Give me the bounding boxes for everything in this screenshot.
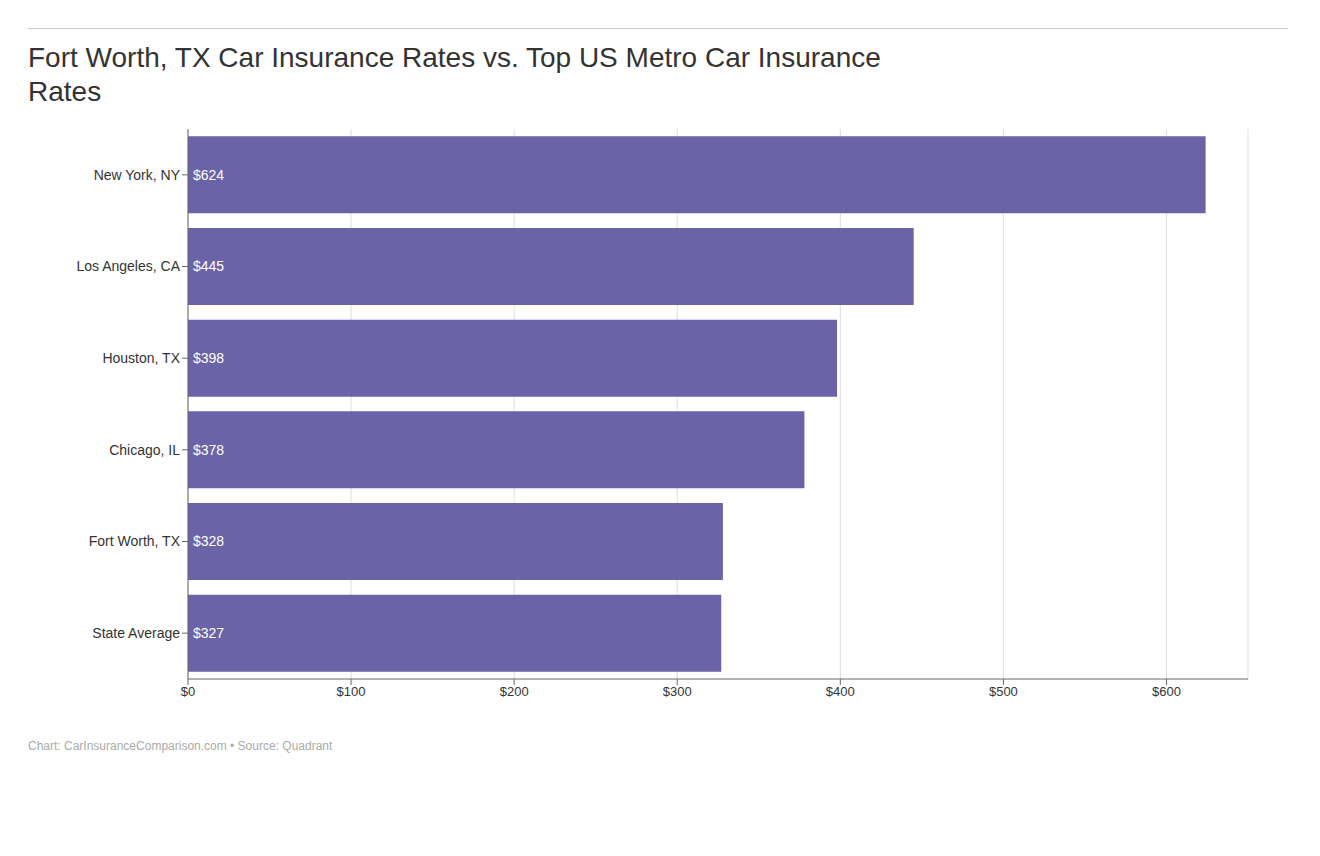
svg-text:$378: $378 bbox=[193, 442, 224, 458]
html-text:Fort Worth, TX Car Insurance R: Fort Worth, TX Car Insurance Rates vs. T… bbox=[28, 42, 881, 73]
svg-text:$398: $398 bbox=[193, 350, 224, 366]
svg-text:Los Angeles, CA: Los Angeles, CA bbox=[76, 258, 180, 274]
svg-text:$445: $445 bbox=[193, 258, 224, 274]
svg-text:State Average: State Average bbox=[92, 625, 180, 641]
svg-text:$500: $500 bbox=[989, 684, 1018, 699]
html-text:Rates: Rates bbox=[28, 76, 102, 107]
svg-text:$624: $624 bbox=[193, 167, 224, 183]
svg-text:New York, NY: New York, NY bbox=[94, 167, 181, 183]
svg-text:$0: $0 bbox=[181, 684, 195, 699]
svg-text:$600: $600 bbox=[1152, 684, 1181, 699]
svg-text:$400: $400 bbox=[826, 684, 855, 699]
svg-text:$100: $100 bbox=[337, 684, 366, 699]
svg-text:Fort Worth, TX: Fort Worth, TX bbox=[89, 533, 181, 549]
svg-text:$300: $300 bbox=[663, 684, 692, 699]
html-text:Chart: CarInsuranceComparison.: Chart: CarInsuranceComparison.com • Sour… bbox=[28, 739, 333, 753]
svg-text:Houston, TX: Houston, TX bbox=[102, 350, 180, 366]
svg-text:$327: $327 bbox=[193, 625, 224, 641]
svg-text:$328: $328 bbox=[193, 533, 224, 549]
svg-text:Chicago, IL: Chicago, IL bbox=[109, 442, 180, 458]
svg-text:$200: $200 bbox=[500, 684, 529, 699]
